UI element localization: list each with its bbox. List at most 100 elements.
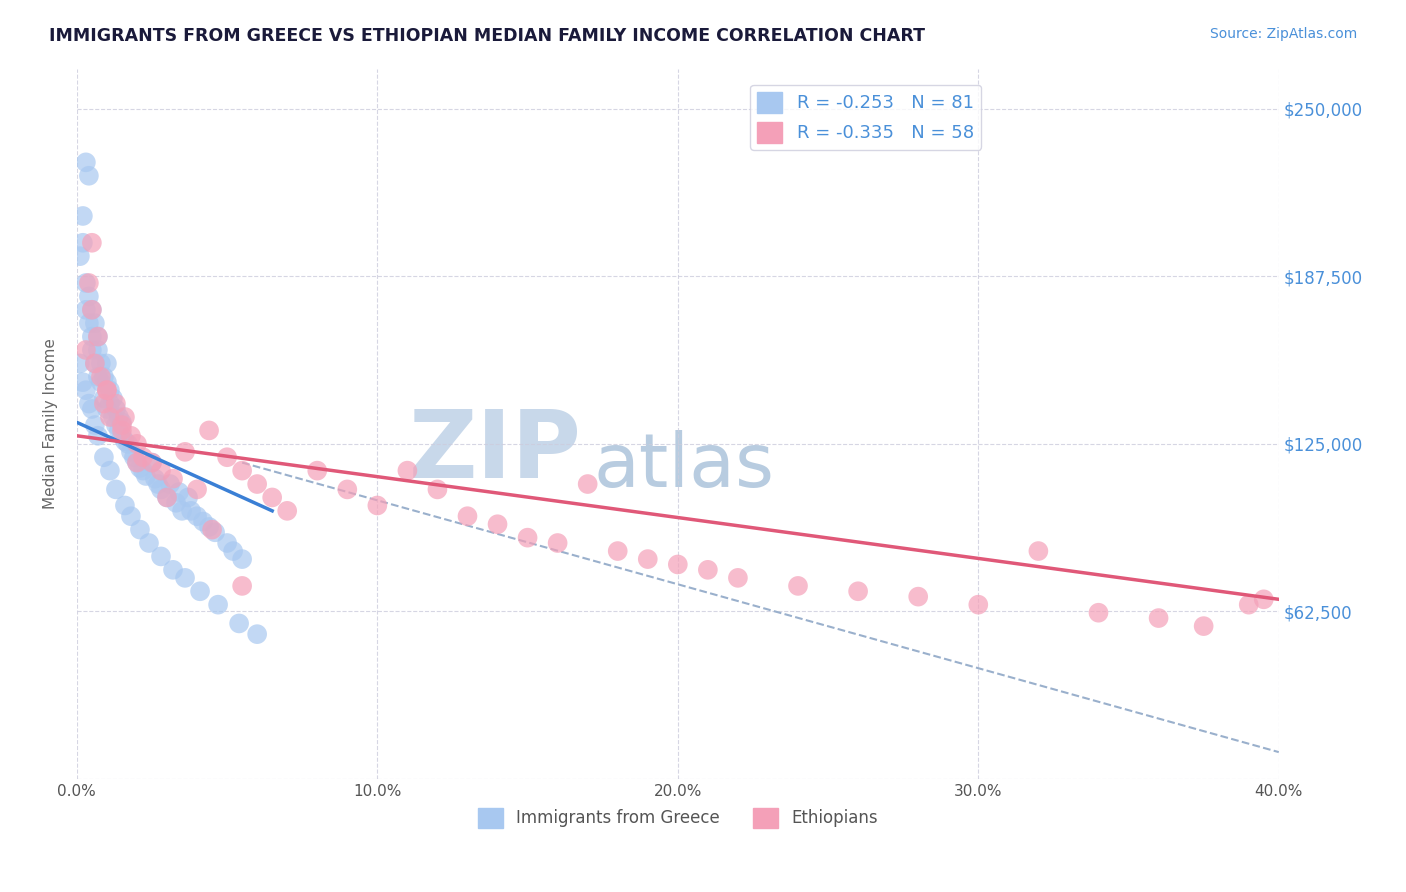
Point — [276, 504, 298, 518]
Point — [146, 477, 169, 491]
Point — [90, 356, 112, 370]
Point — [174, 445, 197, 459]
Point — [1192, 619, 1215, 633]
Legend: Immigrants from Greece, Ethiopians: Immigrants from Greece, Ethiopians — [471, 801, 884, 835]
Point — [396, 464, 419, 478]
Point — [516, 531, 538, 545]
Point — [426, 483, 449, 497]
Point — [188, 584, 211, 599]
Point — [1253, 592, 1275, 607]
Point — [83, 418, 105, 433]
Point — [132, 464, 155, 478]
Point — [174, 571, 197, 585]
Point — [93, 450, 115, 465]
Point — [90, 375, 112, 389]
Point — [165, 496, 187, 510]
Point — [204, 525, 226, 540]
Point — [98, 464, 121, 478]
Point — [186, 509, 208, 524]
Point — [83, 356, 105, 370]
Point — [456, 509, 478, 524]
Point — [637, 552, 659, 566]
Point — [120, 509, 142, 524]
Point — [666, 558, 689, 572]
Point — [129, 461, 152, 475]
Point — [246, 627, 269, 641]
Point — [141, 456, 163, 470]
Point — [98, 383, 121, 397]
Text: Source: ZipAtlas.com: Source: ZipAtlas.com — [1209, 27, 1357, 41]
Point — [967, 598, 990, 612]
Y-axis label: Median Family Income: Median Family Income — [44, 338, 58, 509]
Point — [114, 434, 136, 449]
Point — [75, 343, 97, 357]
Point — [366, 499, 388, 513]
Point — [159, 477, 181, 491]
Point — [167, 485, 190, 500]
Point — [787, 579, 810, 593]
Point — [108, 424, 131, 438]
Point — [93, 369, 115, 384]
Point — [1237, 598, 1260, 612]
Point — [1147, 611, 1170, 625]
Point — [150, 464, 173, 478]
Point — [72, 375, 94, 389]
Point — [83, 316, 105, 330]
Point — [98, 410, 121, 425]
Point — [83, 356, 105, 370]
Point — [111, 416, 134, 430]
Point — [198, 424, 221, 438]
Point — [87, 369, 110, 384]
Point — [180, 504, 202, 518]
Text: IMMIGRANTS FROM GREECE VS ETHIOPIAN MEDIAN FAMILY INCOME CORRELATION CHART: IMMIGRANTS FROM GREECE VS ETHIOPIAN MEDI… — [49, 27, 925, 45]
Point — [104, 418, 127, 433]
Point — [75, 276, 97, 290]
Point — [125, 456, 148, 470]
Point — [96, 356, 118, 370]
Point — [120, 445, 142, 459]
Point — [486, 517, 509, 532]
Point — [69, 356, 91, 370]
Point — [150, 549, 173, 564]
Point — [80, 401, 103, 416]
Point — [125, 456, 148, 470]
Point — [907, 590, 929, 604]
Point — [201, 523, 224, 537]
Point — [111, 429, 134, 443]
Point — [122, 450, 145, 465]
Point — [231, 464, 253, 478]
Point — [96, 401, 118, 416]
Point — [307, 464, 329, 478]
Point — [96, 383, 118, 397]
Point — [77, 396, 100, 410]
Point — [104, 401, 127, 416]
Point — [111, 418, 134, 433]
Point — [72, 235, 94, 250]
Point — [87, 329, 110, 343]
Point — [1028, 544, 1050, 558]
Point — [198, 520, 221, 534]
Point — [150, 483, 173, 497]
Point — [228, 616, 250, 631]
Point — [111, 424, 134, 438]
Point — [114, 410, 136, 425]
Point — [576, 477, 599, 491]
Text: atlas: atlas — [593, 430, 775, 503]
Point — [217, 536, 239, 550]
Point — [170, 504, 193, 518]
Point — [129, 523, 152, 537]
Point — [104, 483, 127, 497]
Point — [101, 391, 124, 405]
Point — [125, 437, 148, 451]
Point — [186, 483, 208, 497]
Point — [72, 209, 94, 223]
Point — [262, 491, 284, 505]
Point — [162, 563, 184, 577]
Point — [138, 536, 160, 550]
Point — [162, 472, 184, 486]
Point — [547, 536, 569, 550]
Point — [96, 383, 118, 397]
Point — [75, 155, 97, 169]
Point — [231, 579, 253, 593]
Point — [80, 302, 103, 317]
